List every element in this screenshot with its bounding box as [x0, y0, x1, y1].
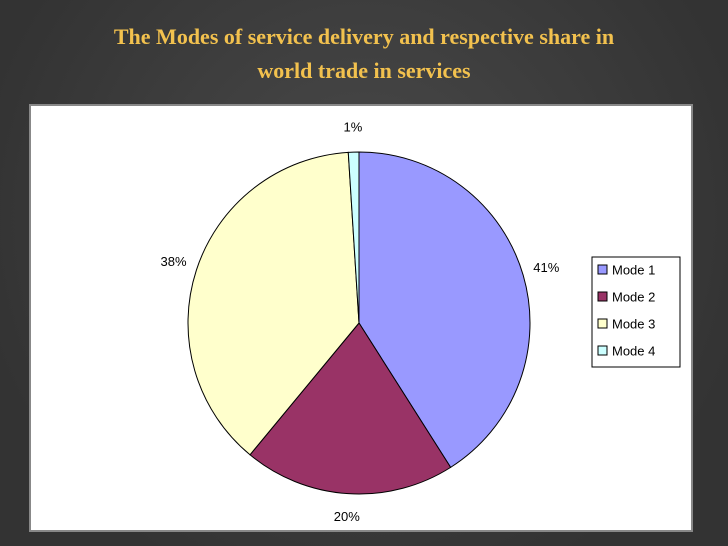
legend-swatch	[597, 318, 608, 329]
legend-label: Mode 1	[612, 262, 655, 277]
title-line: The Modes of service delivery and respec…	[113, 24, 615, 49]
legend-swatch	[597, 264, 608, 275]
data-label: 41%	[533, 260, 559, 275]
legend-label: Mode 2	[612, 289, 655, 304]
pie-slice	[358, 151, 531, 469]
data-label: 20%	[334, 509, 360, 524]
pie-slice	[347, 151, 360, 324]
data-label: 1%	[343, 120, 362, 135]
legend-label: Mode 4	[612, 343, 655, 358]
pie-slice	[187, 151, 360, 456]
legend-swatch	[597, 345, 608, 356]
legend-swatch	[597, 291, 608, 302]
data-label: 38%	[161, 254, 187, 269]
title-line: world trade in services	[257, 58, 471, 83]
pie-slice	[249, 322, 452, 495]
legend-label: Mode 3	[612, 316, 655, 331]
chart-title: The Modes of service delivery and respec…	[20, 20, 708, 88]
